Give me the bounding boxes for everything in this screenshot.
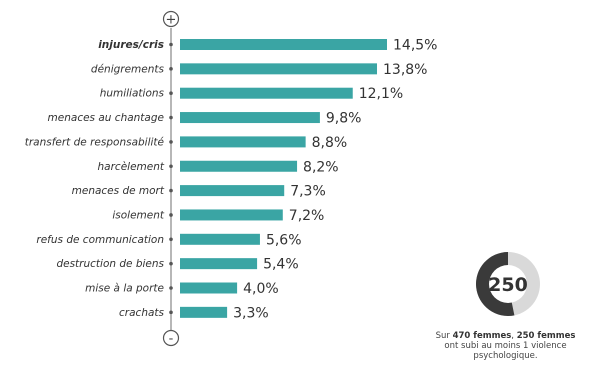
- value-label: 14,5%: [393, 38, 437, 54]
- axis-tick-dot: [169, 310, 173, 315]
- axis-tick-dot: [169, 213, 173, 217]
- axis-tick-dot: [169, 188, 173, 193]
- value-label: 5,4%: [263, 257, 299, 273]
- category-label: humiliations: [100, 88, 165, 100]
- category-label: isolement: [112, 209, 165, 221]
- bar: [180, 306, 228, 318]
- axis-tick-dot: [169, 115, 173, 120]
- summary-caption: Sur 470 femmes, 250 femmes ont subi au m…: [418, 331, 593, 361]
- summary-line-2: ont subi au moins 1 violence: [444, 341, 567, 351]
- donut-center-value: 250: [488, 274, 528, 296]
- axis-bottom-marker: -: [162, 329, 180, 347]
- axis-tick-dot: [169, 261, 173, 266]
- axis-tick-dot: [169, 237, 173, 242]
- value-label: 12,1%: [359, 86, 403, 102]
- summary-line-1: Sur 470 femmes, 250 femmes: [418, 331, 593, 341]
- value-label: 7,2%: [289, 208, 325, 224]
- axis-tick-dot: [169, 164, 173, 169]
- summary-bold-count: 250 femmes: [516, 331, 576, 341]
- category-label: dénigrements: [91, 63, 165, 75]
- axis-top-symbol: +: [166, 13, 177, 28]
- category-label: menaces de mort: [72, 185, 165, 197]
- category-label: harcèlement: [98, 161, 165, 173]
- value-label: 8,2%: [303, 159, 339, 175]
- value-label: 4,0%: [243, 281, 279, 297]
- category-label: menaces au chantage: [48, 112, 164, 124]
- value-label: 5,6%: [266, 232, 302, 248]
- value-label: 8,8%: [312, 135, 348, 151]
- bar: [180, 209, 283, 221]
- axis-bottom-symbol: -: [169, 332, 174, 347]
- category-label: crachats: [119, 307, 165, 319]
- axis-tick-dot: [169, 286, 173, 290]
- axis-top-marker: +: [162, 10, 180, 28]
- bar-series: injures/cris 14,5% dénigrements 13,8% humili…: [25, 38, 438, 322]
- summary-text-pre: Sur: [435, 331, 453, 341]
- bar: [180, 160, 298, 172]
- bar: [180, 233, 260, 245]
- minus-circle-icon: [162, 329, 180, 347]
- category-label: mise à la porte: [85, 283, 164, 295]
- donut-hole: [489, 265, 527, 303]
- value-label: 7,3%: [290, 184, 326, 200]
- axis-tick-dot: [169, 67, 173, 71]
- category-label: destruction de biens: [56, 258, 164, 270]
- value-label: 3,3%: [233, 305, 269, 321]
- bar: [180, 258, 258, 270]
- bar: [180, 136, 306, 148]
- bar: [180, 112, 320, 124]
- bar: [180, 282, 238, 294]
- category-label: refus de communication: [36, 234, 164, 246]
- plus-circle-icon: [162, 10, 180, 28]
- bar: [180, 39, 387, 50]
- axis-tick-dot: [169, 91, 173, 95]
- summary-line-3: psychologique.: [473, 351, 538, 361]
- value-label: 13,8%: [383, 62, 427, 78]
- donut-chart: 250: [475, 252, 540, 316]
- category-label: injures/cris: [98, 39, 164, 51]
- category-label: transfert de responsabilité: [25, 136, 165, 148]
- axis-tick-dot: [169, 42, 173, 47]
- bar: [180, 63, 378, 75]
- bar: [180, 185, 285, 197]
- summary-text-mid: ,: [511, 331, 517, 341]
- bar: [180, 87, 353, 99]
- value-label: 9,8%: [326, 111, 362, 127]
- summary-bold-total: 470 femmes: [452, 331, 512, 341]
- axis-tick-dot: [169, 140, 173, 144]
